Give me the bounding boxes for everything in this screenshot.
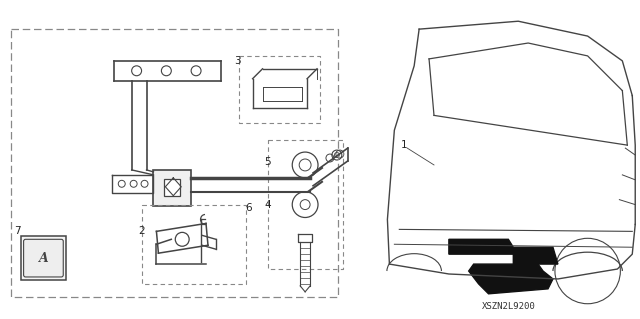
Text: XSZN2L9200: XSZN2L9200 bbox=[481, 302, 535, 311]
Polygon shape bbox=[468, 264, 553, 294]
Bar bbox=[154, 170, 191, 205]
Text: 2: 2 bbox=[138, 226, 145, 236]
Polygon shape bbox=[449, 239, 558, 264]
Text: 5: 5 bbox=[264, 157, 271, 167]
FancyBboxPatch shape bbox=[24, 239, 63, 277]
Text: 7: 7 bbox=[14, 226, 21, 236]
Text: 6: 6 bbox=[245, 203, 252, 212]
Bar bbox=[20, 236, 66, 280]
Text: 3: 3 bbox=[234, 56, 241, 66]
Text: A: A bbox=[38, 252, 48, 265]
Bar bbox=[164, 179, 180, 196]
Text: 1: 1 bbox=[401, 140, 408, 150]
Text: 4: 4 bbox=[264, 200, 271, 210]
